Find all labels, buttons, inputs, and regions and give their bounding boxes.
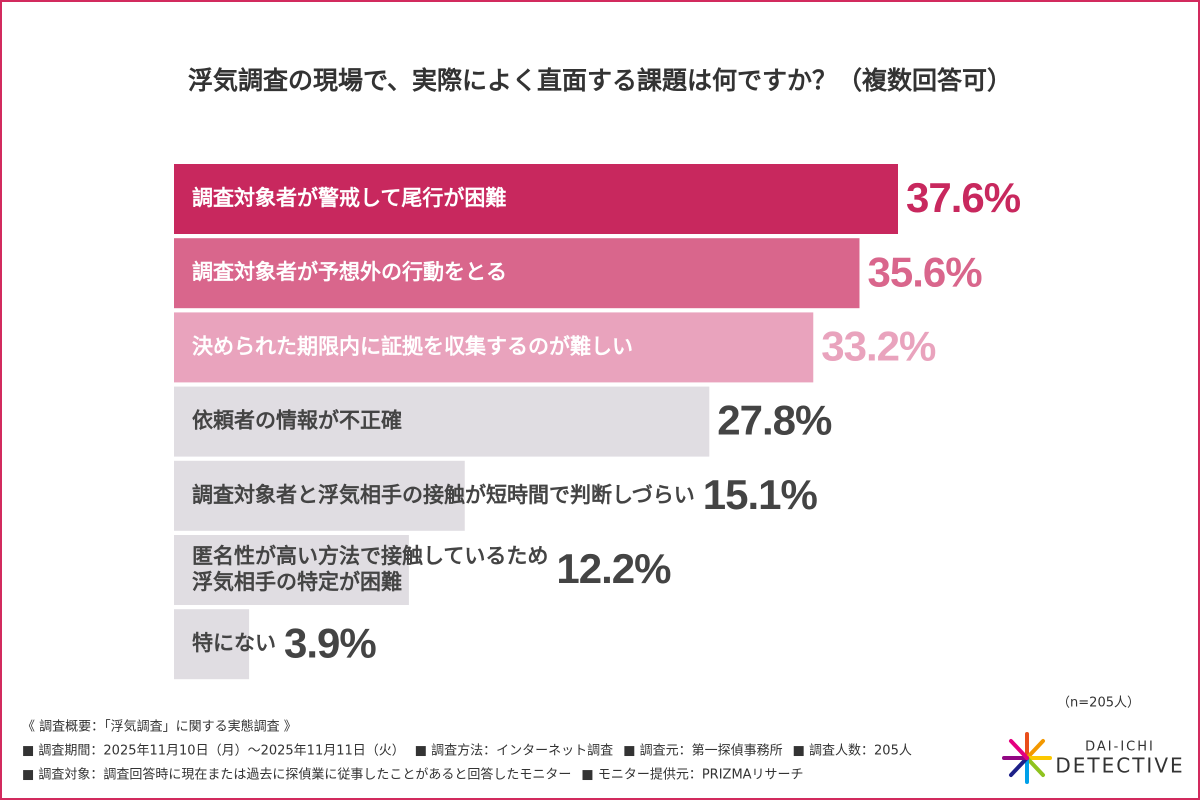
footnote: ■ 調査対象：調査回答時に現在または過去に探偵業に従事したことがあると回答したモ… (22, 767, 571, 783)
bar (174, 164, 898, 234)
bar (174, 312, 814, 383)
footnote: ■ モニター提供元：PRIZMAリサーチ (581, 767, 803, 783)
value-label: 3.9% (284, 619, 376, 666)
category-label: 特にない (192, 631, 276, 655)
value-label: 35.6% (867, 248, 982, 295)
logo-icon (1002, 732, 1052, 784)
value-label: 37.6% (906, 174, 1021, 221)
logo-text: DAI-ICHI (1085, 740, 1155, 755)
category-label: 調査対象者と浮気相手の接触が短時間で判断しづらい (192, 483, 695, 507)
bar (174, 460, 465, 531)
chart-title: 浮気調査の現場で、実際によく直面する課題は何ですか？（複数回答可） (188, 66, 1012, 95)
footnote: ■ 調査期間：2025年11月10日（月）～2025年11月11日（火） (22, 744, 405, 759)
value-label: 12.2% (556, 545, 671, 592)
footnote: ■ 調査方法：インターネット調査 (415, 743, 613, 759)
bar (174, 535, 409, 605)
category-label: 調査対象者が警戒して尾行が困難 (192, 186, 506, 210)
category-label: 依頼者の情報が不正確 (192, 409, 402, 433)
sample-note: （n=205人） (1057, 696, 1140, 711)
category-label: 調査対象者が予想外の行動をとる (192, 260, 507, 284)
category-label: 決められた期限内に証拠を収集するのが難しい (192, 334, 633, 358)
category-label: 匿名性が高い方法で接触しているため (192, 544, 548, 568)
category-label: 浮気相手の特定が困難 (192, 570, 402, 594)
value-label: 15.1% (703, 471, 818, 518)
value-label: 27.8% (717, 397, 832, 444)
logo-text: DETECTIVE (1055, 754, 1184, 778)
footnote: ■ 調査元：第一探偵事務所 (623, 744, 782, 759)
value-label: 33.2% (821, 322, 936, 369)
footnote: ■ 調査人数：205人 (793, 744, 912, 759)
footnote: 《 調査概要：「浮気調査」に関する実態調査 》 (22, 719, 297, 735)
bar (174, 609, 250, 680)
bar (174, 386, 710, 457)
bar (174, 238, 860, 309)
